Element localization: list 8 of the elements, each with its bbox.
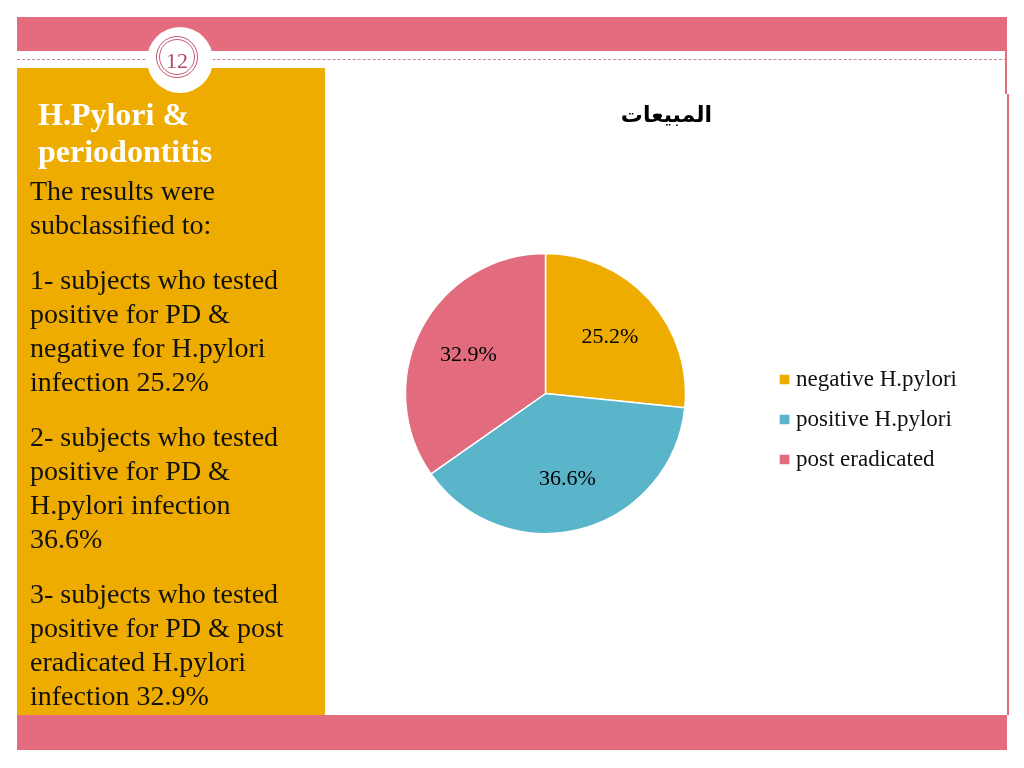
text-card: H.Pylori & periodontitis The results were subclassified to: 1- subjects who tested positive for PD & negative for H.pylori infection 25.2% 2- subjects who tested positive for PD & H.pylori infection 36.6% 3- subjects who tested positive for PD & post eradicated H.pylori infection 32.9% <box>17 94 325 715</box>
data-label: 36.6% <box>539 464 596 490</box>
data-label: 32.9% <box>440 340 497 366</box>
legend-label: post eradicated <box>796 445 935 472</box>
legend-label: positive H.pylori <box>796 405 952 432</box>
chart-title: المبيعات <box>620 101 713 127</box>
data-label: 25.2% <box>581 322 639 348</box>
legend-label: negative H.pylori <box>796 365 957 392</box>
